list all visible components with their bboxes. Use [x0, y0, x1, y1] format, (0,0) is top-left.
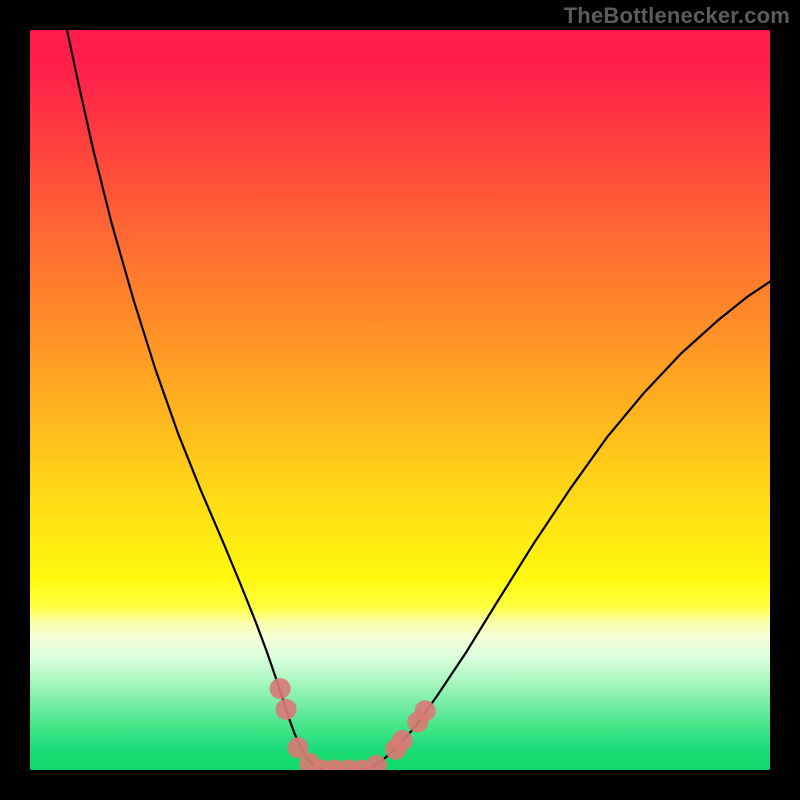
- chart-svg: [30, 30, 770, 770]
- chart-background: [30, 30, 770, 770]
- outer-frame: TheBottlenecker.com: [0, 0, 800, 800]
- data-marker: [276, 699, 297, 720]
- data-marker: [415, 700, 436, 721]
- data-marker: [392, 730, 413, 751]
- watermark-text: TheBottlenecker.com: [564, 3, 790, 29]
- plot-area: [30, 30, 770, 770]
- data-marker: [270, 678, 291, 699]
